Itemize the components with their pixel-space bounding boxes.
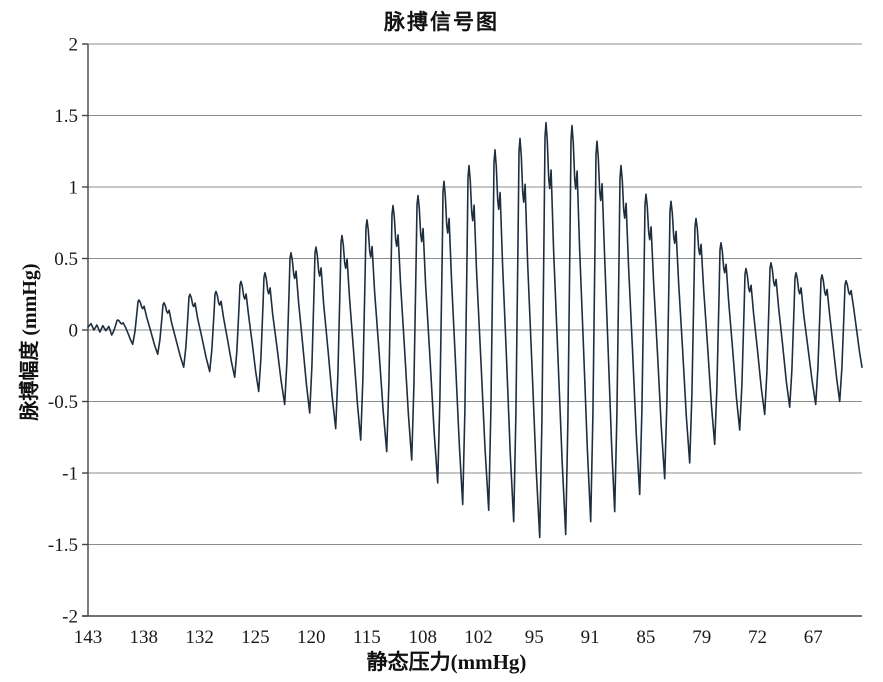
y-tick-label: 0.5: [54, 249, 78, 270]
y-tick-label: 1.5: [54, 106, 78, 127]
x-tick-label: 143: [74, 627, 103, 648]
y-tick-label: -2: [62, 607, 78, 628]
x-tick-label: 125: [241, 627, 270, 648]
pulse-waveform-line: [87, 121, 863, 539]
x-tick-label: 67: [804, 627, 823, 648]
x-axis-title: 静态压力(mmHg): [366, 650, 527, 674]
y-tick-label: 1: [69, 178, 79, 199]
x-tick-label: 95: [525, 627, 544, 648]
x-tick-label: 72: [748, 627, 767, 648]
y-tick-label: -0.5: [48, 392, 78, 413]
x-tick-label: 91: [581, 627, 600, 648]
y-tick-label: -1.5: [48, 535, 78, 556]
x-tick-label: 102: [464, 627, 493, 648]
y-tick-label: -1: [62, 464, 78, 485]
y-tick-label: 0: [69, 321, 79, 342]
x-tick-label: 79: [692, 627, 711, 648]
x-tick-label: 85: [636, 627, 655, 648]
x-tick-label: 115: [353, 627, 381, 648]
x-tick-label: 120: [297, 627, 326, 648]
chart-title: 脉搏信号图: [384, 10, 499, 34]
x-tick-label: 132: [185, 627, 214, 648]
y-tick-label: 2: [69, 35, 79, 56]
x-tick-label: 138: [130, 627, 159, 648]
x-tick-label: 108: [408, 627, 437, 648]
